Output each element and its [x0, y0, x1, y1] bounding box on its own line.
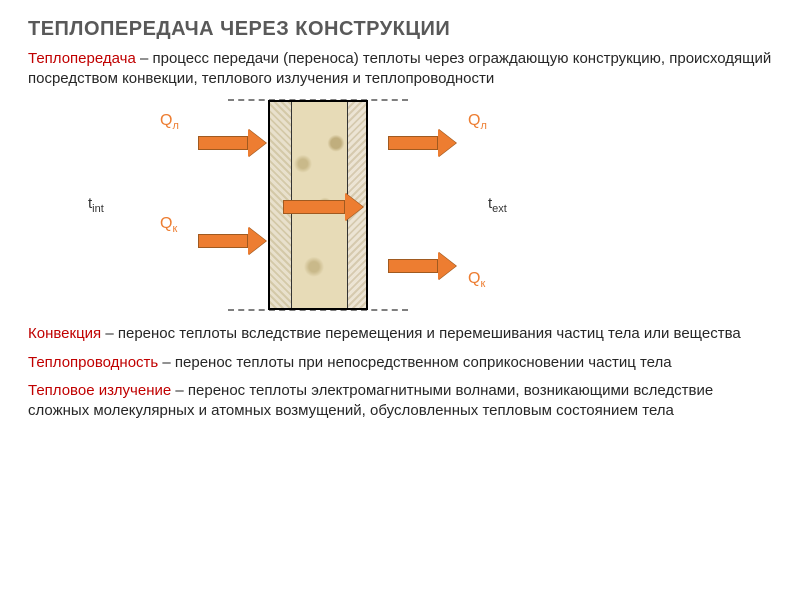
label-q-conv-left: Qк [160, 215, 177, 235]
intro-text: Теплопередача – процесс передачи (перено… [28, 49, 772, 88]
def-conduction: Теплопроводность – перенос теплоты при н… [28, 353, 772, 373]
heat-transfer-diagram: Qл Qк tint Qл Qк text [88, 100, 608, 310]
def-term: Конвекция [28, 325, 101, 342]
arrow-left-bottom [198, 230, 266, 252]
page-title: ТЕПЛОПЕРЕДАЧА ЧЕРЕЗ КОНСТРУКЦИИ [28, 18, 772, 41]
arrow-right-bottom [388, 255, 456, 277]
def-text: – перенос теплоты вследствие перемещения… [101, 325, 741, 342]
arrow-right-top [388, 132, 456, 154]
intro-term: Теплопередача [28, 50, 136, 67]
def-radiation: Тепловое излучение – перенос теплоты эле… [28, 381, 772, 420]
def-text: – перенос теплоты при непосредственном с… [158, 354, 671, 371]
label-t-int: tint [88, 195, 104, 215]
label-q-conv-right: Qк [468, 270, 485, 290]
def-term: Теплопроводность [28, 354, 158, 371]
def-term: Тепловое излучение [28, 382, 171, 399]
intro-rest: – процесс передачи (переноса) теплоты че… [28, 50, 771, 87]
label-q-rad-right: Qл [468, 112, 487, 132]
arrow-middle [283, 196, 363, 218]
label-q-rad-left: Qл [160, 112, 179, 132]
label-t-ext: text [488, 195, 507, 215]
def-convection: Конвекция – перенос теплоты вследствие п… [28, 324, 772, 344]
arrow-left-top [198, 132, 266, 154]
